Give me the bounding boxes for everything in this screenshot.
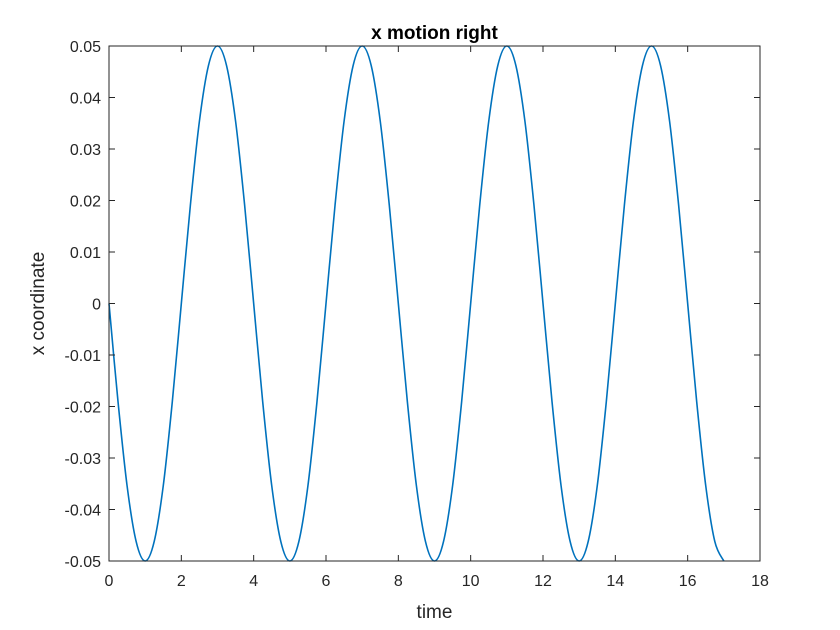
y-tick-label: 0.05 [70,39,101,56]
y-axis-label: x coordinate [28,252,49,356]
x-tick-label: 0 [105,573,114,590]
y-tick-label: 0.02 [70,194,101,211]
y-tick-label: 0.03 [70,142,101,159]
y-tick-label: 0 [92,297,101,314]
x-tick-label: 14 [606,573,624,590]
y-tick-label: -0.02 [65,400,102,417]
series-line [108,45,725,562]
x-tick-label: 18 [751,573,769,590]
y-tick-label: -0.03 [65,451,102,468]
plot-area [109,46,760,561]
y-tick-label: 0.04 [70,91,101,108]
ticks-layer: 0 2 4 6 8 10 12 14 16 18 -0.05 -0.04 -0.03 -0.02 -0.01… [65,39,769,590]
y-tick-label: -0.05 [65,554,102,571]
x-tick-label: 10 [462,573,480,590]
y-tick-label: -0.01 [65,348,102,365]
x-tick-label: 8 [394,573,403,590]
x-axis-label: time [417,602,453,623]
y-tick-label: -0.04 [65,503,102,520]
chart-title: x motion right [371,23,498,44]
x-tick-label: 16 [679,573,697,590]
x-tick-label: 12 [534,573,552,590]
y-tick-label: 0.01 [70,245,101,262]
axes-box [108,45,761,562]
x-tick-label: 4 [249,573,258,590]
x-tick-label: 2 [177,573,186,590]
x-tick-label: 6 [322,573,331,590]
series-layer [108,45,725,562]
